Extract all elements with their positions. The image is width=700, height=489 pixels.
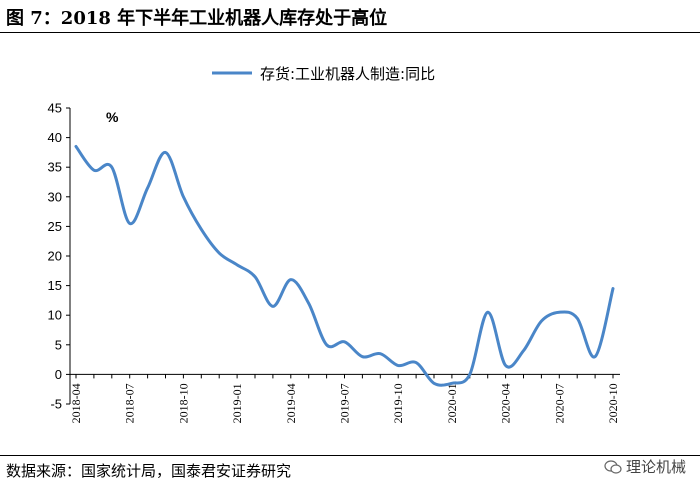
title-rule xyxy=(0,32,700,33)
y-tick-label: 45 xyxy=(48,101,62,116)
y-axis: -5 0 5 10 15 20 25 30 35 40 45 xyxy=(48,101,71,412)
unit-label: % xyxy=(106,109,119,125)
data-source: 数据来源：国家统计局，国泰君安证券研究 xyxy=(6,462,292,480)
y-tick-label: 5 xyxy=(55,337,62,352)
y-tick-label: 25 xyxy=(48,219,62,234)
y-tick-label: 0 xyxy=(55,367,62,382)
line-chart: 存货:工业机器人制造:同比 % -5 0 5 10 15 20 25 30 35 40 45 201… xyxy=(48,65,620,423)
x-tick-label: 2019-04 xyxy=(284,383,298,423)
series-group xyxy=(74,144,615,387)
y-tick-label: 20 xyxy=(48,249,62,264)
footer-rule xyxy=(0,455,700,456)
x-tick-label: 2020-10 xyxy=(606,383,620,423)
watermark-text: 理论机械 xyxy=(625,458,686,476)
y-tick-label: -5 xyxy=(50,397,62,412)
x-tick-label: 2018-07 xyxy=(123,383,137,423)
x-tick-label: 2020-04 xyxy=(499,383,513,423)
x-axis: 2018-04 2018-07 2018-10 2019-01 2019-04 2019-… xyxy=(69,373,620,423)
y-tick-label: 40 xyxy=(48,130,62,145)
y-tick-label: 30 xyxy=(48,189,62,204)
x-tick-label: 2018-04 xyxy=(69,383,83,423)
x-tick-label: 2019-10 xyxy=(391,383,405,423)
legend-label: 存货:工业机器人制造:同比 xyxy=(260,65,435,83)
y-tick-label: 35 xyxy=(48,160,62,175)
y-tick-label: 10 xyxy=(48,308,62,323)
x-tick-label: 2019-01 xyxy=(230,383,244,423)
series-line-inventory-yoy xyxy=(74,144,615,387)
figure-title: 图 7：2018 年下半年工业机器人库存处于高位 xyxy=(6,8,388,29)
wechat-icon xyxy=(604,459,622,474)
x-tick-label: 2020-07 xyxy=(552,383,566,423)
y-tick-label: 15 xyxy=(48,278,62,293)
x-tick-label: 2019-07 xyxy=(338,383,352,423)
chart-legend: 存货:工业机器人制造:同比 xyxy=(212,65,435,83)
x-tick-label: 2020-01 xyxy=(445,383,459,423)
x-tick-label: 2018-10 xyxy=(176,383,190,423)
watermark: 理论机械 xyxy=(604,456,686,477)
